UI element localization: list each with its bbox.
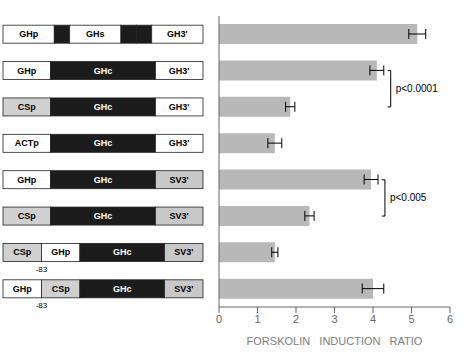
svg-text:p<0.0001: p<0.0001 bbox=[396, 83, 438, 94]
svg-text:3: 3 bbox=[331, 313, 337, 325]
svg-text:GHc: GHc bbox=[113, 247, 132, 257]
svg-text:0: 0 bbox=[216, 313, 222, 325]
svg-text:SV3': SV3' bbox=[174, 284, 193, 294]
svg-text:GH3': GH3' bbox=[169, 66, 190, 76]
svg-text:GHp: GHp bbox=[51, 247, 71, 257]
svg-text:GH3': GH3' bbox=[169, 138, 190, 148]
svg-text:-83: -83 bbox=[36, 301, 48, 310]
svg-text:FORSKOLIN INDUCTION RATIO: FORSKOLIN INDUCTION RATIO bbox=[247, 335, 423, 347]
svg-text:GHc: GHc bbox=[94, 211, 113, 221]
svg-text:CSp: CSp bbox=[18, 211, 37, 221]
svg-text:GHs: GHs bbox=[86, 29, 105, 39]
svg-text:5: 5 bbox=[408, 313, 414, 325]
svg-text:GHc: GHc bbox=[113, 284, 132, 294]
svg-text:CSp: CSp bbox=[18, 102, 37, 112]
svg-text:GHp: GHp bbox=[19, 29, 39, 39]
svg-text:1: 1 bbox=[254, 313, 260, 325]
svg-text:SV3': SV3' bbox=[174, 247, 193, 257]
svg-text:-83: -83 bbox=[36, 265, 48, 274]
svg-text:GHp: GHp bbox=[17, 66, 37, 76]
svg-text:GHc: GHc bbox=[94, 138, 113, 148]
svg-text:GHc: GHc bbox=[94, 102, 113, 112]
svg-text:CSp: CSp bbox=[52, 284, 71, 294]
svg-text:6: 6 bbox=[447, 313, 453, 325]
svg-text:ACTp: ACTp bbox=[15, 138, 39, 148]
svg-text:GHc: GHc bbox=[94, 175, 113, 185]
svg-text:SV3': SV3' bbox=[170, 211, 189, 221]
svg-text:SV3': SV3' bbox=[170, 175, 189, 185]
svg-text:GH3': GH3' bbox=[167, 29, 188, 39]
svg-text:CSp: CSp bbox=[13, 247, 32, 257]
svg-text:4: 4 bbox=[370, 313, 376, 325]
svg-text:GHp: GHp bbox=[17, 175, 37, 185]
svg-text:GH3': GH3' bbox=[169, 102, 190, 112]
svg-text:GHc: GHc bbox=[94, 66, 113, 76]
svg-text:GHp: GHp bbox=[13, 284, 33, 294]
svg-text:2: 2 bbox=[293, 313, 299, 325]
svg-text:p<0.005: p<0.005 bbox=[390, 192, 427, 203]
